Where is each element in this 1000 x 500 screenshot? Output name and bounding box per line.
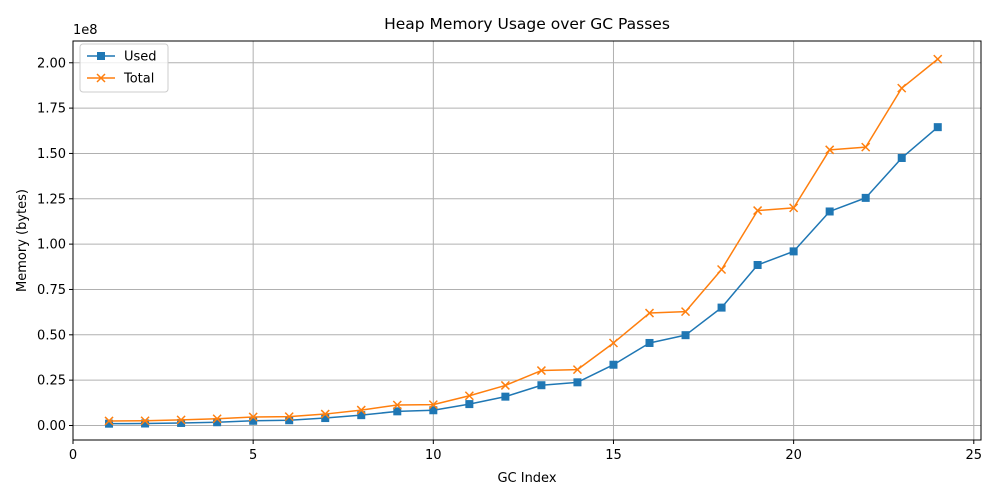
data-point	[428, 400, 438, 410]
data-point	[501, 392, 510, 401]
data-point	[429, 406, 438, 415]
legend-entry-used: Used	[87, 50, 157, 65]
axis-ticks: 0 5 10 15 20 25 0.00 0.25 0.50 0.75 1.00 1.25 1.50 1.…	[37, 56, 982, 463]
data-point	[248, 412, 258, 422]
data-point	[176, 415, 186, 425]
y-tick-label: 2.00	[37, 56, 66, 71]
grid	[72, 41, 981, 440]
data-point	[141, 419, 150, 428]
data-point	[645, 338, 654, 347]
data-point	[572, 365, 582, 375]
y-tick-label: 1.75	[37, 102, 66, 117]
x-tick-label: 15	[605, 448, 622, 463]
series-line-used	[109, 126, 939, 425]
data-point	[608, 338, 619, 348]
data-point	[500, 380, 510, 390]
chart-title: Heap Memory Usage over GC Passes	[384, 15, 670, 33]
plot-series	[104, 54, 943, 428]
data-point	[356, 405, 366, 415]
plot-frame	[72, 40, 982, 441]
y-tick-label: 0.25	[37, 374, 66, 389]
data-point	[213, 418, 222, 427]
data-point	[537, 381, 546, 390]
y-tick-label: 1.25	[37, 192, 66, 207]
data-point	[861, 142, 871, 152]
legend-label: Used	[124, 50, 157, 65]
data-point	[825, 145, 835, 155]
data-point	[393, 407, 402, 416]
data-point	[609, 360, 618, 369]
data-point	[320, 409, 330, 419]
y-axis-offset-text: 1e8	[73, 23, 98, 38]
data-point	[573, 378, 582, 387]
data-point	[536, 366, 546, 376]
data-point	[644, 308, 655, 318]
data-point	[717, 303, 726, 312]
y-tick-label: 1.50	[37, 147, 66, 162]
x-tick-label: 10	[425, 448, 442, 463]
legend-marker	[96, 73, 106, 83]
x-tick-label: 25	[966, 448, 983, 463]
y-axis-label: Memory (bytes)	[15, 189, 30, 292]
data-point	[140, 416, 150, 426]
data-point	[753, 206, 763, 216]
data-point	[933, 54, 943, 64]
data-point	[933, 123, 942, 132]
data-point	[861, 193, 870, 202]
data-point	[753, 260, 762, 269]
data-point	[465, 400, 474, 409]
x-tick-label: 0	[69, 448, 77, 463]
data-point	[789, 247, 798, 256]
data-point	[897, 153, 906, 162]
legend-label: Total	[123, 72, 154, 87]
data-point	[105, 419, 114, 428]
data-point	[464, 391, 474, 401]
data-point	[789, 203, 799, 213]
data-point	[681, 307, 691, 317]
y-tick-label: 1.00	[37, 238, 66, 253]
data-point	[285, 416, 294, 425]
x-axis-label: GC Index	[497, 471, 556, 486]
data-point	[392, 400, 402, 410]
data-point	[897, 83, 907, 93]
data-point	[284, 412, 294, 422]
series-total	[104, 54, 943, 426]
series-line-total	[109, 58, 939, 422]
data-point	[681, 331, 690, 340]
y-tick-label: 0.50	[37, 328, 66, 343]
data-point	[249, 416, 258, 425]
data-point	[212, 414, 222, 424]
legend: Used Total	[79, 43, 169, 93]
legend-entry-total: Total	[87, 72, 154, 87]
legend-marker	[97, 52, 105, 60]
data-point	[825, 207, 834, 216]
data-point	[177, 418, 186, 427]
y-tick-label: 0.75	[37, 283, 66, 298]
y-tick-label: 0.00	[37, 419, 66, 434]
x-tick-label: 5	[249, 448, 257, 463]
data-point	[104, 416, 114, 426]
data-point	[357, 411, 366, 420]
series-used	[105, 123, 942, 428]
data-point	[717, 264, 727, 275]
data-point	[321, 414, 330, 423]
x-tick-label: 20	[785, 448, 802, 463]
